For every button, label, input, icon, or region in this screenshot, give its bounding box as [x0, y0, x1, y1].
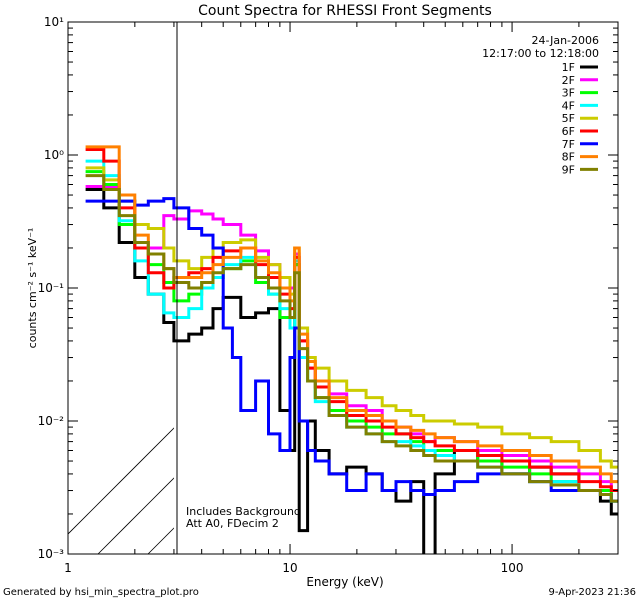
x-tick-label: 1	[64, 561, 72, 575]
time-range-label: 12:17:00 to 12:18:00	[482, 47, 599, 60]
series-line-5F	[85, 166, 618, 469]
legend-label-2F: 2F	[562, 74, 575, 87]
y-axis-label: counts cm⁻² s⁻¹ keV⁻¹	[26, 228, 39, 349]
date-footer: 9-Apr-2023 21:36	[549, 587, 636, 598]
legend-label-1F: 1F	[562, 61, 575, 74]
series-line-7F	[85, 197, 618, 503]
hatched-region	[68, 22, 618, 554]
chart-title: Count Spectra for RHESSI Front Segments	[198, 3, 492, 19]
y-tick-label: 10⁰	[44, 148, 64, 162]
series-line-9F	[85, 174, 618, 503]
attenuator-note: Att A0, FDecim 2	[186, 517, 279, 530]
series-line-8F	[85, 145, 618, 484]
legend-label-9F: 9F	[562, 163, 575, 176]
legend-label-8F: 8F	[562, 151, 575, 164]
background-note: Includes Background	[186, 505, 301, 518]
x-tick-label: 10	[282, 561, 297, 575]
date-label: 24-Jan-2006	[532, 34, 600, 47]
generator-footer: Generated by hsi_min_spectra_plot.pro	[3, 587, 199, 598]
x-axis-label: Energy (keV)	[306, 575, 383, 589]
legend-label-7F: 7F	[562, 138, 575, 151]
y-tick-label: 10⁻³	[38, 547, 65, 561]
hatch-mask	[173, 22, 618, 554]
legend-label-3F: 3F	[562, 87, 575, 100]
legend-label-6F: 6F	[562, 125, 575, 138]
x-tick-label: 100	[501, 561, 524, 575]
legend-label-4F: 4F	[562, 99, 575, 112]
y-tick-label: 10⁻¹	[38, 281, 65, 295]
y-tick-label: 10¹	[44, 15, 64, 29]
legend-label-5F: 5F	[562, 112, 575, 125]
y-tick-label: 10⁻²	[38, 414, 65, 428]
